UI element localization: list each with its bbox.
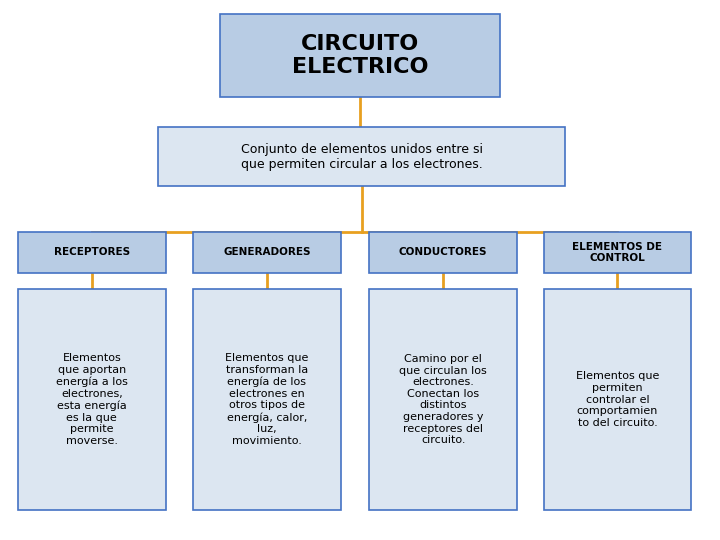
Text: Conjunto de elementos unidos entre si
que permiten circular a los electrones.: Conjunto de elementos unidos entre si qu…: [240, 143, 483, 171]
FancyBboxPatch shape: [220, 14, 500, 97]
Text: GENERADORES: GENERADORES: [223, 247, 310, 258]
FancyBboxPatch shape: [193, 232, 341, 273]
Text: Elementos
que aportan
energía a los
electrones,
esta energía
es la que
permite
m: Elementos que aportan energía a los elec…: [56, 353, 127, 446]
FancyBboxPatch shape: [369, 232, 517, 273]
FancyBboxPatch shape: [18, 289, 166, 510]
FancyBboxPatch shape: [369, 289, 517, 510]
FancyBboxPatch shape: [193, 289, 341, 510]
Text: Camino por el
que circulan los
electrones.
Conectan los
distintos
generadores y
: Camino por el que circulan los electrone…: [400, 354, 487, 445]
Text: CONDUCTORES: CONDUCTORES: [399, 247, 487, 258]
FancyBboxPatch shape: [18, 232, 166, 273]
FancyBboxPatch shape: [544, 232, 691, 273]
Text: RECEPTORES: RECEPTORES: [54, 247, 130, 258]
Text: Elementos que
permiten
controlar el
comportamien
to del circuito.: Elementos que permiten controlar el comp…: [576, 372, 659, 428]
Text: CIRCUITO
ELECTRICO: CIRCUITO ELECTRICO: [292, 33, 428, 77]
Text: Elementos que
transforman la
energía de los
electrones en
otros tipos de
energía: Elementos que transforman la energía de …: [225, 353, 308, 446]
FancyBboxPatch shape: [158, 127, 565, 186]
Text: ELEMENTOS DE
CONTROL: ELEMENTOS DE CONTROL: [572, 241, 662, 263]
FancyBboxPatch shape: [544, 289, 691, 510]
